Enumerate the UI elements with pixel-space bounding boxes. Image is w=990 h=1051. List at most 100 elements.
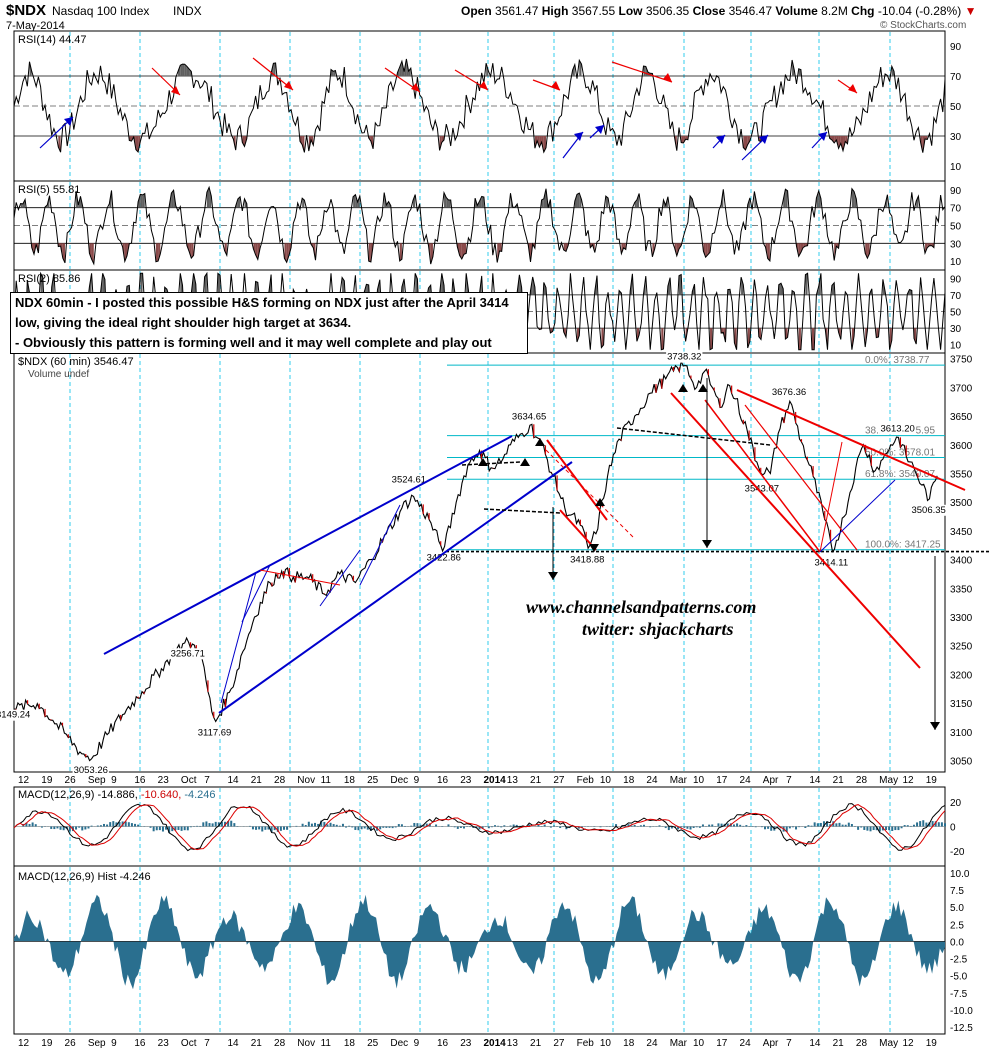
symbol: $NDX [6, 2, 47, 19]
x-tick-label: 18 [344, 775, 356, 786]
rsi2-overbought-fill [831, 282, 835, 295]
rsi14-oversold-fill [925, 136, 928, 140]
website-label: www.channelsandpatterns.com [526, 597, 757, 617]
x-tick-label: Apr [763, 775, 779, 786]
x-tick-label: Apr [763, 1038, 779, 1049]
x-tick-label: 23 [460, 775, 472, 786]
hist-tick-label: -5.0 [950, 972, 968, 983]
rsi2-oversold-fill [710, 328, 713, 350]
rsi14-overbought-fill [572, 64, 575, 76]
rsi2-oversold-fill [577, 328, 580, 342]
rsi14-oversold-fill [745, 136, 748, 150]
x-tick-label: Dec [390, 1038, 408, 1049]
x-tick-label: 14 [227, 1038, 239, 1049]
rsi2-oversold-fill [913, 328, 917, 345]
price-label-bg [910, 504, 947, 516]
price-value-label: 3149.24 [0, 710, 30, 721]
price-tick-label: 3300 [950, 613, 973, 624]
x-tick-label: 21 [833, 775, 845, 786]
price-tick-label: 3200 [950, 670, 973, 681]
x-tick-label: 9 [111, 1038, 117, 1049]
price-value-label: 3506.35 [911, 505, 945, 516]
price-tick-label: 3650 [950, 412, 973, 423]
price-value-label: 3414.11 [815, 558, 849, 569]
price-tick-label: 3500 [950, 498, 973, 509]
x-tick-label: 21 [833, 1038, 845, 1049]
rsi14-tick-label: 90 [950, 42, 962, 53]
rsi2-overbought-fill [217, 273, 221, 295]
rsi5-oversold-fill [286, 243, 289, 263]
rsi14-overbought-fill [184, 64, 187, 76]
price-tick-label: 3600 [950, 441, 973, 452]
rsi2-oversold-fill [721, 328, 724, 333]
x-tick-label: 28 [274, 1038, 286, 1049]
rsi2-overbought-fill [204, 273, 207, 295]
rsi2-oversold-fill [876, 328, 879, 338]
price-value-label: 3543.07 [745, 484, 779, 495]
hist-tick-label: 10.0 [950, 869, 970, 880]
price-value-label: 3738.32 [667, 352, 701, 363]
rsi14-overbought-fill [798, 68, 801, 76]
rsi5-oversold-fill [368, 243, 371, 262]
rsi5-oversold-fill [929, 243, 932, 246]
price-tick-label: 3150 [950, 699, 973, 710]
rsi14-overbought-fill [189, 68, 192, 76]
rsi2-tick-label: 50 [950, 308, 962, 319]
panel-frame-macd_hist [13, 865, 946, 1035]
rsi5-overbought-fill [634, 199, 637, 208]
rsi5-overbought-fill [142, 193, 145, 208]
rsi5-oversold-fill [224, 243, 227, 256]
x-tick-label: 9 [414, 775, 420, 786]
chart-date: 7-May-2014 [6, 20, 65, 32]
x-tick-label: 16 [437, 775, 449, 786]
rsi5-overbought-fill [140, 194, 143, 208]
blue-arrow-icon [64, 117, 73, 126]
rsi5-overbought-fill [448, 199, 451, 208]
price-tick-label: 3750 [950, 355, 973, 366]
rsi5-oversold-fill [499, 243, 502, 252]
x-tick-label: Oct [181, 1038, 197, 1049]
panel-frame-price [13, 352, 946, 773]
rsi5-oversold-fill [703, 243, 706, 258]
rsi14-overbought-fill [333, 70, 336, 76]
rsi5-oversold-fill [803, 243, 806, 248]
rsi14-oversold-fill [681, 136, 684, 143]
price-value-label: 3053.26 [74, 765, 108, 776]
rsi14-oversold-fill [441, 136, 445, 143]
rsi5-overbought-fill [816, 190, 819, 208]
rsi14-oversold-fill [747, 136, 750, 145]
x-tick-label: 7 [204, 1038, 210, 1049]
rsi14-overbought-fill [180, 64, 183, 76]
x-tick-label: 13 [507, 1038, 519, 1049]
up-arrow-icon [535, 438, 545, 446]
rsi5-oversold-fill [191, 243, 194, 259]
right-shoulder-support [819, 479, 896, 553]
annotation-line-3: - Obviously this pattern is forming well… [15, 335, 492, 350]
pattern-trendline [546, 439, 608, 521]
price-label-bg [169, 648, 206, 660]
close-value: 3546.47 [728, 4, 772, 18]
rsi2-overbought-fill [40, 273, 43, 295]
rsi5-overbought-fill [413, 194, 416, 208]
x-tick-label: 23 [158, 775, 170, 786]
twitter-label: twitter: shjackcharts [582, 619, 734, 639]
rsi5-tick-label: 70 [950, 204, 962, 215]
x-tick-label: 25 [367, 1038, 379, 1049]
ohlc-readout: Open 3561.47 High 3567.55 Low 3506.35 Cl… [461, 4, 976, 18]
rsi14-oversold-fill [743, 136, 746, 150]
x-tick-label: 9 [414, 1038, 420, 1049]
rsi2-overbought-fill [741, 277, 744, 295]
rsi2-oversold-fill [601, 328, 604, 348]
hs-neckline-1 [461, 461, 521, 466]
price-label-bg [72, 764, 109, 776]
rsi5-oversold-fill [563, 243, 566, 252]
rsi2-overbought-fill [667, 277, 671, 295]
pattern-trendline [736, 389, 966, 491]
x-tick-label: 14 [809, 775, 821, 786]
x-tick-label: 9 [111, 775, 117, 786]
pattern-trendline [744, 404, 858, 551]
rsi5-overbought-fill [481, 196, 484, 208]
x-tick-label: 16 [134, 1038, 146, 1049]
blue-arrow-icon [595, 125, 604, 134]
